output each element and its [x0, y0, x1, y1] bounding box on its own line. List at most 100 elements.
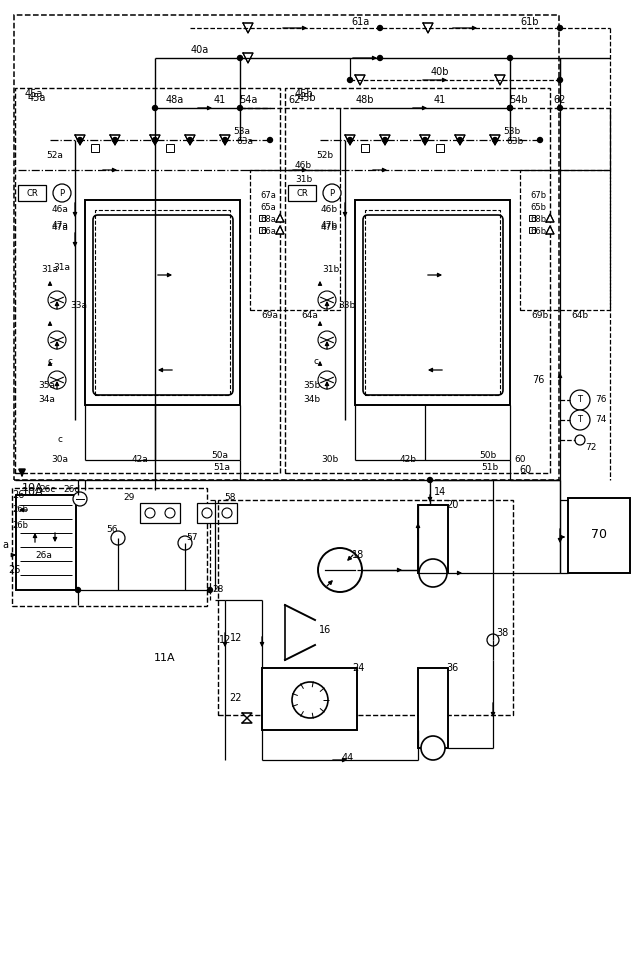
Circle shape — [318, 548, 362, 592]
Circle shape — [378, 56, 383, 61]
Text: 52b: 52b — [316, 151, 333, 159]
Text: 33b: 33b — [338, 300, 355, 310]
Bar — [250, 170, 340, 310]
Text: CR: CR — [296, 188, 308, 198]
Text: 45b: 45b — [295, 89, 314, 99]
Circle shape — [76, 588, 81, 593]
Text: 63b: 63b — [506, 137, 524, 147]
Polygon shape — [150, 135, 160, 145]
Text: 46b: 46b — [295, 160, 312, 170]
Text: 31a: 31a — [53, 263, 70, 272]
Text: c: c — [314, 357, 319, 367]
Circle shape — [508, 105, 513, 111]
Circle shape — [48, 291, 66, 309]
Circle shape — [557, 105, 563, 111]
Text: 28: 28 — [212, 586, 224, 594]
Text: 20: 20 — [446, 500, 458, 510]
Text: 12: 12 — [219, 635, 231, 645]
Circle shape — [318, 331, 336, 349]
Polygon shape — [455, 135, 465, 145]
Polygon shape — [242, 718, 252, 723]
Bar — [436, 144, 444, 152]
Text: P: P — [60, 188, 65, 198]
Circle shape — [188, 137, 193, 143]
Text: 68b: 68b — [530, 214, 546, 224]
Text: 70: 70 — [591, 529, 607, 541]
Bar — [197, 503, 237, 523]
Text: 42a: 42a — [132, 455, 148, 464]
Text: 42b: 42b — [399, 455, 417, 464]
Circle shape — [237, 105, 243, 111]
Text: 48b: 48b — [356, 95, 374, 105]
Bar — [91, 144, 99, 152]
Text: 66b: 66b — [530, 227, 546, 235]
Polygon shape — [110, 135, 120, 145]
Text: P: P — [330, 188, 335, 198]
Text: 50a: 50a — [211, 451, 228, 459]
Text: 34a: 34a — [38, 396, 55, 404]
Text: 58: 58 — [224, 493, 236, 503]
Text: 69b: 69b — [531, 311, 548, 319]
Circle shape — [557, 77, 563, 82]
Circle shape — [223, 137, 227, 143]
Text: 52a: 52a — [47, 151, 63, 159]
Bar — [259, 215, 265, 221]
Text: 35a: 35a — [38, 380, 55, 390]
Text: 45a: 45a — [25, 89, 44, 99]
Polygon shape — [243, 23, 253, 33]
Bar — [14, 15, 559, 480]
Circle shape — [77, 137, 83, 143]
Text: 76: 76 — [532, 375, 545, 385]
Text: 76: 76 — [595, 396, 607, 404]
Circle shape — [557, 25, 563, 31]
Circle shape — [207, 588, 212, 593]
Text: 10A: 10A — [22, 487, 44, 497]
Bar — [95, 210, 230, 395]
Circle shape — [575, 435, 585, 445]
Text: 53b: 53b — [504, 127, 520, 136]
Bar — [418, 668, 448, 748]
Circle shape — [570, 410, 590, 430]
Circle shape — [348, 137, 353, 143]
Polygon shape — [276, 226, 284, 234]
Text: 12: 12 — [230, 633, 243, 643]
Text: 63a: 63a — [237, 137, 253, 147]
Polygon shape — [75, 135, 85, 145]
Text: 47b: 47b — [321, 224, 338, 233]
Text: 64a: 64a — [301, 311, 319, 319]
Circle shape — [508, 56, 513, 61]
Text: 30b: 30b — [321, 455, 339, 464]
Text: 60: 60 — [519, 465, 531, 475]
Text: 31b: 31b — [295, 176, 312, 184]
Text: 50b: 50b — [479, 451, 497, 459]
Text: 61a: 61a — [351, 17, 369, 27]
Text: 45a: 45a — [28, 93, 46, 103]
Circle shape — [202, 508, 212, 518]
Bar — [418, 505, 448, 573]
Text: 26c: 26c — [40, 485, 56, 494]
Text: 26a: 26a — [36, 550, 52, 560]
Text: 26: 26 — [12, 490, 24, 500]
Text: 24: 24 — [352, 663, 364, 673]
Text: 66a: 66a — [260, 227, 276, 235]
Bar — [529, 215, 535, 221]
Circle shape — [570, 390, 590, 410]
Bar — [18, 185, 46, 201]
Text: 18: 18 — [352, 550, 364, 560]
Text: 40a: 40a — [191, 45, 209, 55]
Bar — [15, 88, 280, 473]
Bar — [568, 498, 630, 573]
Circle shape — [53, 184, 71, 202]
Text: 11A: 11A — [154, 653, 176, 663]
Text: 44: 44 — [342, 753, 354, 763]
Text: 41: 41 — [434, 95, 446, 105]
Bar — [12, 488, 207, 606]
Text: 62: 62 — [289, 95, 301, 105]
Text: 56: 56 — [106, 526, 118, 535]
Text: T: T — [577, 416, 582, 425]
Circle shape — [113, 137, 118, 143]
Text: 26b: 26b — [12, 520, 28, 530]
Polygon shape — [285, 620, 315, 645]
Polygon shape — [420, 135, 430, 145]
Circle shape — [538, 137, 543, 143]
